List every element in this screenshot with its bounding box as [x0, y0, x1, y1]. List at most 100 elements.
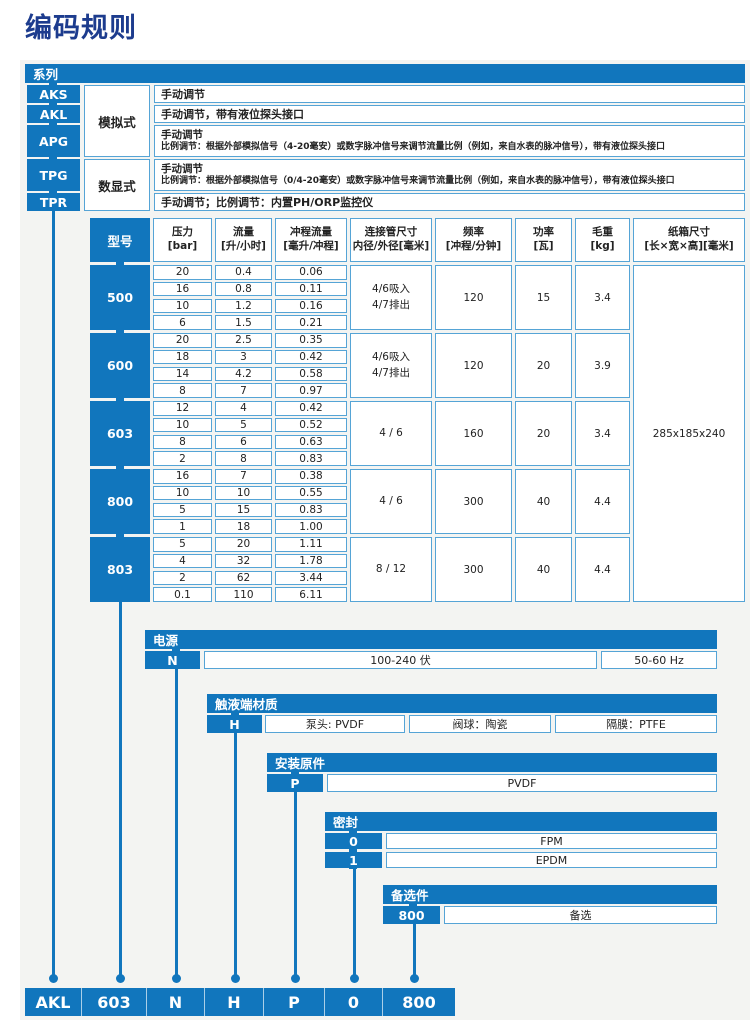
- spec-600-row1-flow: 2.5: [215, 333, 272, 348]
- spec-800-row3-pressure: 5: [153, 502, 212, 517]
- spec-header-5-line1: 频率: [463, 226, 484, 239]
- wetted-valve-ball-cell: 阀球：陶瓷: [409, 715, 551, 733]
- connector-line-model: [119, 602, 122, 978]
- spec-header-4: 连接管尺寸 内径/外径[毫米]: [350, 218, 432, 262]
- spec-header-2-line2: [升/小时]: [221, 240, 266, 252]
- seal-value-1-cell: EPDM: [386, 852, 717, 868]
- spec-600-row2-flow: 3: [215, 349, 272, 365]
- wetted-header-bar: 触液端材质: [207, 694, 717, 713]
- spec-header-6-line1: 功率: [533, 226, 554, 239]
- spec-800-row3-stroke-flow: 0.83: [275, 502, 347, 517]
- spec-600-frequency: 120: [435, 333, 512, 398]
- spec-803-frequency: 300: [435, 537, 512, 602]
- connector-dot-series: [49, 974, 58, 983]
- spec-600-row1-pressure: 20: [153, 333, 212, 348]
- connector-dot-wetted: [231, 974, 240, 983]
- spec-header-4-line2: 内径/外径[毫米]: [352, 240, 430, 252]
- spec-800-row2-flow: 10: [215, 485, 272, 501]
- install-value-cell: PVDF: [327, 774, 717, 792]
- spec-600-row4-stroke-flow: 0.97: [275, 383, 347, 398]
- spec-803-power: 40: [515, 537, 572, 602]
- spec-header-7-line2: [kg]: [590, 240, 615, 252]
- connector-dot-power: [172, 974, 181, 983]
- series-desc-apg-line2: 比例调节：根据外部模拟信号（4-20毫安）或数字脉冲信号来调节流量比例（例如，来…: [161, 141, 666, 152]
- spec-500-pipe-line1: 4/6吸入: [372, 282, 410, 295]
- connector-line-power: [175, 669, 178, 978]
- spec-model-600: 600: [90, 333, 150, 398]
- spec-500-row4-pressure: 6: [153, 315, 212, 330]
- spec-500-row1-pressure: 20: [153, 265, 212, 280]
- spec-header-8-line1: 纸箱尺寸: [668, 226, 710, 239]
- spec-800-pipe: 4 / 6: [350, 469, 432, 534]
- spec-803-row3-stroke-flow: 3.44: [275, 570, 347, 585]
- spec-header-1: 压力 [bar]: [153, 218, 212, 262]
- spec-603-row2-flow: 5: [215, 417, 272, 433]
- spec-500-row3-pressure: 10: [153, 298, 212, 313]
- spec-800-row1-stroke-flow: 0.38: [275, 469, 347, 484]
- spec-800-row1-pressure: 16: [153, 469, 212, 484]
- spec-500-power: 15: [515, 265, 572, 330]
- spec-header-1-line2: [bar]: [167, 240, 198, 252]
- series-type-analog: 模拟式: [84, 85, 150, 157]
- spec-500-row2-stroke-flow: 0.11: [275, 281, 347, 297]
- seal-value-0-cell: FPM: [386, 833, 717, 849]
- seal-code-0-cell: 0: [325, 833, 382, 849]
- seal-code-1-cell: 1: [325, 852, 382, 868]
- spec-header-5: 频率 [冲程/分钟]: [435, 218, 512, 262]
- connector-line-seal: [353, 869, 356, 978]
- spec-header-4-line1: 连接管尺寸: [364, 226, 418, 239]
- series-code-aks: AKS: [27, 85, 80, 103]
- series-desc-aks: 手动调节: [154, 85, 745, 103]
- spec-800-frequency: 300: [435, 469, 512, 534]
- spec-603-row3-stroke-flow: 0.63: [275, 434, 347, 449]
- spec-800-row3-flow: 15: [215, 502, 272, 517]
- spec-header-8-line2: [长×宽×高][毫米]: [644, 240, 734, 252]
- wetted-code-cell: H: [207, 715, 262, 733]
- spec-803-pipe-line1: 8 / 12: [375, 562, 407, 575]
- options-code-cell: 800: [383, 906, 440, 924]
- series-code-akl: AKL: [27, 105, 80, 123]
- series-code-apg: APG: [27, 125, 80, 157]
- spec-600-pipe-line1: 4/6吸入: [372, 350, 410, 363]
- spec-603-pipe: 4 / 6: [350, 401, 432, 466]
- spec-500-row4-stroke-flow: 0.21: [275, 315, 347, 330]
- series-desc-tpg-line2: 比例调节：根据外部模拟信号（0/4-20毫安）或数字脉冲信号来调节流量比例（例如…: [161, 175, 675, 186]
- options-value-cell: 备选: [444, 906, 717, 924]
- spec-803-pipe: 8 / 12: [350, 537, 432, 602]
- spec-603-row1-pressure: 12: [153, 401, 212, 416]
- series-desc-apg-line1: 手动调节: [161, 128, 203, 141]
- spec-803-row4-stroke-flow: 6.11: [275, 587, 347, 602]
- spec-500-pipe: 4/6吸入 4/7排出: [350, 265, 432, 330]
- spec-500-row2-pressure: 16: [153, 281, 212, 297]
- series-desc-tpg: 手动调节 比例调节：根据外部模拟信号（0/4-20毫安）或数字脉冲信号来调节流量…: [154, 159, 745, 191]
- spec-header-8: 纸箱尺寸 [长×宽×高][毫米]: [633, 218, 745, 262]
- spec-800-row1-flow: 7: [215, 469, 272, 484]
- spec-600-weight: 3.9: [575, 333, 630, 398]
- spec-model-803: 803: [90, 537, 150, 602]
- spec-600-pipe: 4/6吸入 4/7排出: [350, 333, 432, 398]
- wetted-pump-head-cell: 泵头: PVDF: [265, 715, 405, 733]
- spec-model-603: 603: [90, 401, 150, 466]
- spec-500-pipe-line2: 4/7排出: [372, 298, 410, 311]
- code-segment-options: 800: [402, 992, 436, 1012]
- series-desc-tpg-line1: 手动调节: [161, 162, 203, 175]
- spec-603-row2-stroke-flow: 0.52: [275, 417, 347, 433]
- code-segment-model: 603: [82, 988, 147, 1016]
- connector-dot-seal: [350, 974, 359, 983]
- spec-803-row1-stroke-flow: 1.11: [275, 537, 347, 552]
- spec-600-row2-stroke-flow: 0.42: [275, 349, 347, 365]
- spec-800-row4-flow: 18: [215, 519, 272, 534]
- spec-header-1-line1: 压力: [172, 226, 193, 239]
- spec-header-3-line1: 冲程流量: [290, 226, 332, 239]
- spec-header-5-line2: [冲程/分钟]: [445, 240, 502, 252]
- code-segment-seal: 0: [325, 988, 383, 1016]
- spec-header-2: 流量 [升/小时]: [215, 218, 272, 262]
- spec-803-row4-flow: 110: [215, 587, 272, 602]
- spec-800-pipe-line1: 4 / 6: [379, 494, 403, 507]
- spec-header-7: 毛重 [kg]: [575, 218, 630, 262]
- code-segment-wetted: H: [205, 988, 264, 1016]
- power-code-cell: N: [145, 651, 200, 669]
- wetted-diaphragm-cell: 隔膜：PTFE: [555, 715, 717, 733]
- options-header-bar: 备选件: [383, 885, 717, 904]
- spec-600-row3-pressure: 14: [153, 366, 212, 381]
